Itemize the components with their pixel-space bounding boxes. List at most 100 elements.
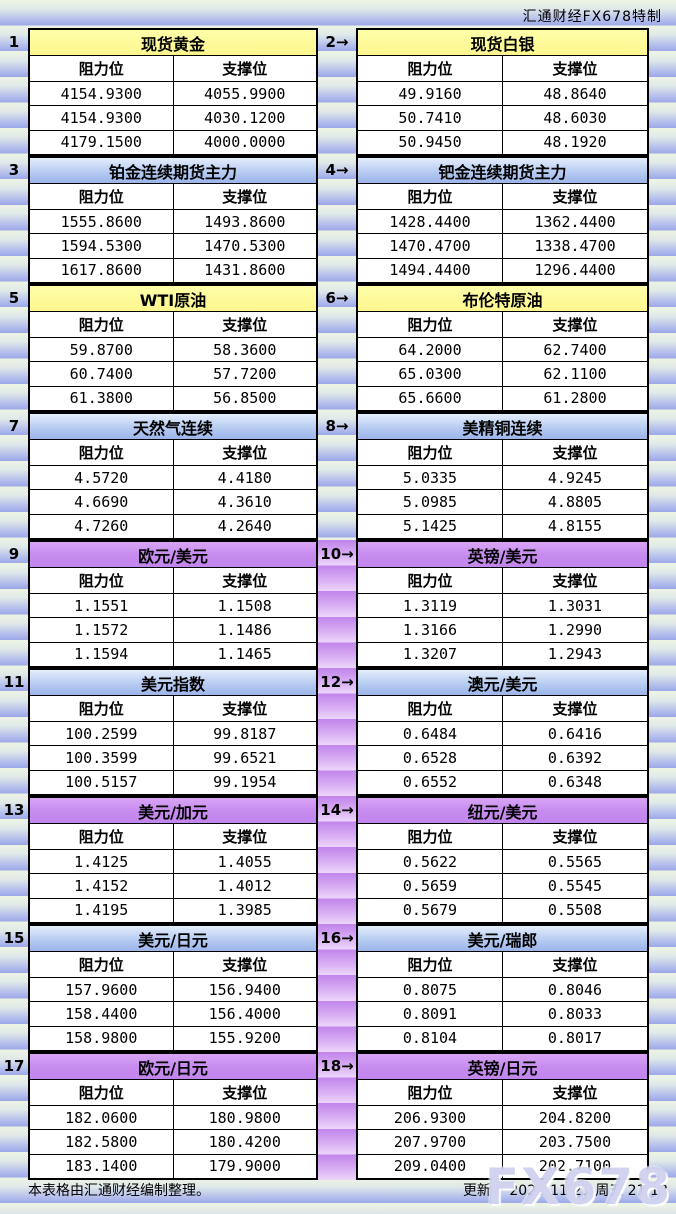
value-row: 1.3207 1.2943 <box>358 642 647 666</box>
resistance-value: 4179.1500 <box>30 130 174 154</box>
support-value: 1.1508 <box>217 596 272 615</box>
value-row: 0.6552 0.6348 <box>358 770 647 794</box>
resistance-value: 4.7260 <box>30 514 174 538</box>
resistance-header: 阻力位 <box>358 824 503 849</box>
sr-panel: 美元指数 阻力位 支撑位 100.2599 99.8187 100.3599 9… <box>28 668 318 796</box>
panel-number: 17 <box>3 1056 25 1075</box>
value-row: 0.6484 0.6416 <box>358 722 647 747</box>
support-value: 1.4055 <box>217 852 272 871</box>
value-row: 60.7400 57.7200 <box>30 362 316 387</box>
value-row: 1.4195 1.3985 <box>30 898 316 922</box>
panel-number: 5 <box>8 288 20 307</box>
value-row: 1617.8600 1431.8600 <box>30 258 316 282</box>
panel-header-row: 阻力位 支撑位 <box>358 312 647 338</box>
left-index-cell: 3 <box>0 156 28 284</box>
panel-number: 6→ <box>325 288 349 307</box>
panel-title: 欧元/日元 <box>30 1054 316 1080</box>
gutter-index-cell: 14→ <box>318 796 356 924</box>
value-row: 1.1594 1.1465 <box>30 642 316 666</box>
value-row: 100.2599 99.8187 <box>30 722 316 747</box>
resistance-value: 5.1425 <box>358 514 503 538</box>
support-value: 1.3031 <box>547 596 603 615</box>
sr-panel: 钯金连续期货主力 阻力位 支撑位 1428.4400 1362.4400 147… <box>356 156 649 284</box>
value-row: 206.9300 204.8200 <box>358 1106 647 1131</box>
panel-header-row: 阻力位 支撑位 <box>358 952 647 978</box>
resistance-value: 157.9600 <box>30 978 174 1002</box>
value-row: 1470.4700 1338.4700 <box>358 234 647 259</box>
resistance-header: 阻力位 <box>358 568 503 593</box>
panel-row: 3 铂金连续期货主力 阻力位 支撑位 1555.8600 1493.8600 1… <box>0 156 676 284</box>
support-value: 4.3610 <box>217 492 272 511</box>
resistance-header: 阻力位 <box>30 696 174 721</box>
value-row: 0.8091 0.8033 <box>358 1002 647 1027</box>
panel-row: 9 欧元/美元 阻力位 支撑位 1.1551 1.1508 1.1572 1.1… <box>0 540 676 668</box>
resistance-value: 158.9800 <box>30 1026 174 1050</box>
support-header: 支撑位 <box>222 572 268 590</box>
resistance-value: 59.8700 <box>30 338 174 362</box>
right-edge-band <box>649 412 676 540</box>
support-value: 0.6416 <box>547 724 603 743</box>
panel-header-row: 阻力位 支撑位 <box>30 1080 316 1106</box>
support-header: 支撑位 <box>552 444 598 462</box>
support-header: 支撑位 <box>552 828 598 846</box>
support-header: 支撑位 <box>222 60 268 78</box>
resistance-value: 209.0400 <box>358 1154 503 1178</box>
resistance-header: 阻力位 <box>358 440 503 465</box>
resistance-header: 阻力位 <box>358 56 503 81</box>
resistance-header: 阻力位 <box>30 568 174 593</box>
value-row: 209.0400 202.7100 <box>358 1154 647 1178</box>
panel-header-row: 阻力位 支撑位 <box>30 312 316 338</box>
sr-panel: 欧元/美元 阻力位 支撑位 1.1551 1.1508 1.1572 1.148… <box>28 540 318 668</box>
left-index-cell: 5 <box>0 284 28 412</box>
footer-note: 本表格由汇通财经编制整理。 <box>28 1183 210 1199</box>
panel-title: 美元/日元 <box>30 926 316 952</box>
update-time: 更新于 2025-11-21 周五 21:13 <box>462 1183 668 1199</box>
value-row: 1555.8600 1493.8600 <box>30 210 316 235</box>
value-row: 157.9600 156.9400 <box>30 978 316 1003</box>
value-row: 50.7410 48.6030 <box>358 106 647 131</box>
panel-number: 13 <box>3 800 25 819</box>
support-value: 62.1100 <box>543 364 607 383</box>
value-row: 0.5622 0.5565 <box>358 850 647 875</box>
resistance-value: 0.5659 <box>358 874 503 898</box>
support-value: 1.2990 <box>547 620 603 639</box>
resistance-header: 阻力位 <box>358 312 503 337</box>
value-row: 50.9450 48.1920 <box>358 130 647 154</box>
value-row: 1.3166 1.2990 <box>358 618 647 643</box>
resistance-value: 1.1551 <box>30 594 174 618</box>
value-row: 5.1425 4.8155 <box>358 514 647 538</box>
gutter-index-cell: 10→ <box>318 540 356 668</box>
panel-number: 10→ <box>320 544 354 563</box>
value-row: 158.9800 155.9200 <box>30 1026 316 1050</box>
value-row: 49.9160 48.8640 <box>358 82 647 107</box>
support-value: 58.3600 <box>213 340 277 359</box>
gutter-index-cell: 16→ <box>318 924 356 1052</box>
panel-number: 8→ <box>325 416 349 435</box>
support-value: 4000.0000 <box>204 133 286 152</box>
resistance-value: 100.2599 <box>30 722 174 746</box>
support-value: 61.2800 <box>543 389 607 408</box>
gutter-index-cell: 2→ <box>318 28 356 156</box>
resistance-value: 49.9160 <box>358 82 503 106</box>
sr-panel: 欧元/日元 阻力位 支撑位 182.0600 180.9800 182.5800… <box>28 1052 318 1180</box>
value-row: 183.1400 179.9000 <box>30 1154 316 1178</box>
resistance-header: 阻力位 <box>358 696 503 721</box>
panel-number: 1 <box>8 32 20 51</box>
value-row: 1494.4400 1296.4400 <box>358 258 647 282</box>
resistance-value: 0.6484 <box>358 722 503 746</box>
panel-header-row: 阻力位 支撑位 <box>358 440 647 466</box>
resistance-value: 0.6528 <box>358 746 503 770</box>
value-row: 1.4125 1.4055 <box>30 850 316 875</box>
resistance-value: 0.8104 <box>358 1026 503 1050</box>
brand-caption: 汇通财经FX678特制 <box>522 9 662 25</box>
value-row: 1594.5300 1470.5300 <box>30 234 316 259</box>
resistance-header: 阻力位 <box>30 952 174 977</box>
resistance-value: 5.0985 <box>358 490 503 514</box>
value-row: 1.3119 1.3031 <box>358 594 647 619</box>
gutter-index-cell: 4→ <box>318 156 356 284</box>
resistance-value: 0.5679 <box>358 898 503 922</box>
sr-panel: 美元/加元 阻力位 支撑位 1.4125 1.4055 1.4152 1.401… <box>28 796 318 924</box>
support-value: 202.7100 <box>538 1157 612 1176</box>
panels-grid: 1 现货黄金 阻力位 支撑位 4154.9300 4055.9900 4154.… <box>0 28 676 1180</box>
value-row: 5.0335 4.9245 <box>358 466 647 491</box>
